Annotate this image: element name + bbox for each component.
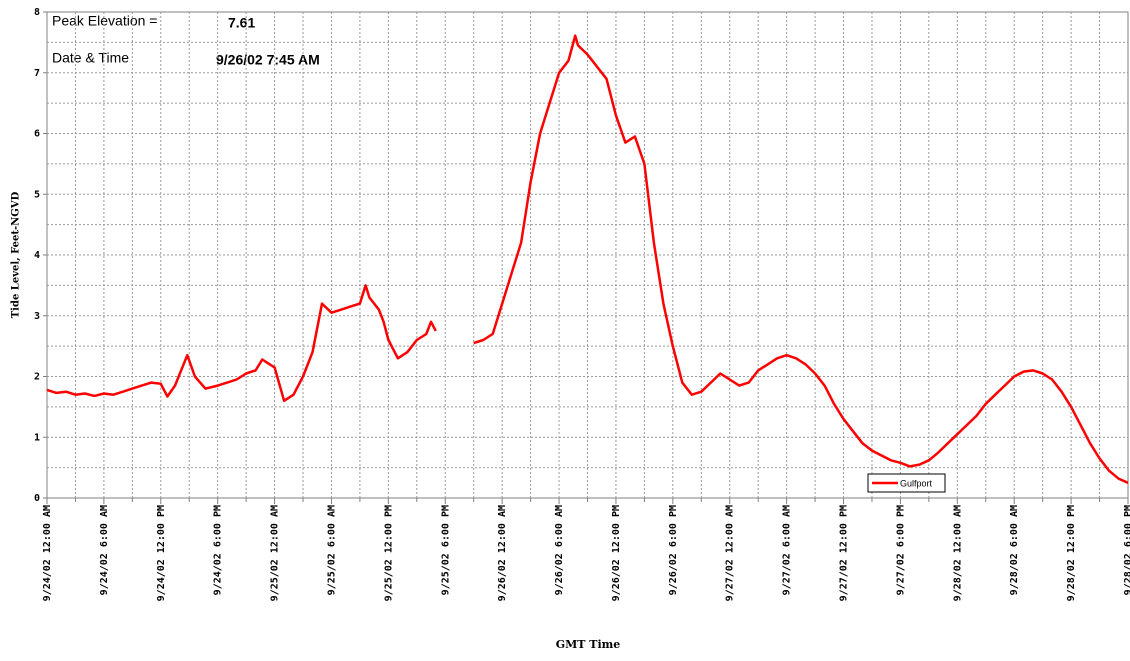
x-tick-label: 9/26/02 6:00 PM [668,505,679,595]
y-tick-label: 4 [34,250,40,261]
x-tick-label: 9/26/02 12:00 AM [497,505,508,601]
x-tick-label: 9/27/02 12:00 AM [725,505,736,601]
x-tick-label: 9/26/02 12:00 PM [611,505,622,601]
x-tick-label: 9/25/02 6:00 PM [440,505,451,595]
peak-value: 7.61 [228,15,255,31]
y-tick-label: 6 [34,129,40,140]
data-line [473,34,1129,484]
x-tick-label: 9/27/02 6:00 PM [895,505,906,595]
x-tick-label: 9/25/02 6:00 AM [326,505,337,595]
date-value: 9/26/02 7:45 AM [216,52,320,68]
y-tick-label: 0 [34,493,40,504]
legend-box [867,473,946,493]
x-tick-label: 9/27/02 6:00 AM [782,505,793,595]
y-tick-label: 5 [34,189,40,200]
y-tick-label: 2 [34,372,40,383]
y-axis-label: Tide Level, Feet-NGVD [11,191,22,318]
x-tick-label: 9/25/02 12:00 AM [270,505,281,601]
x-tick-label: 9/27/02 12:00 PM [839,505,850,601]
date-label: Date & Time [52,50,129,66]
y-tick-label: 3 [34,311,40,322]
y-tick-label: 1 [34,432,40,443]
x-tick-label: 9/26/02 6:00 AM [554,505,565,595]
x-axis-label: GMT Time [556,638,621,651]
x-tick-label: 9/28/02 6:00 AM [1009,505,1020,595]
x-tick-label: 9/28/02 12:00 PM [1066,505,1077,601]
x-tick-label: 9/28/02 6:00 PM [1123,505,1130,595]
x-tick-label: 9/28/02 12:00 AM [952,505,963,601]
x-tick-label: 9/24/02 6:00 PM [213,505,224,595]
x-tick-label: 9/24/02 12:00 AM [42,505,53,601]
peak-label: Peak Elevation = [52,13,157,29]
y-tick-label: 8 [34,7,40,18]
x-tick-label: 9/24/02 12:00 PM [156,505,167,601]
y-tick-label: 7 [34,68,40,79]
x-tick-label: 9/25/02 12:00 PM [383,505,394,601]
legend-label: Gulfport [900,478,933,488]
data-line [46,284,437,403]
x-tick-label: 9/24/02 6:00 AM [99,505,110,595]
